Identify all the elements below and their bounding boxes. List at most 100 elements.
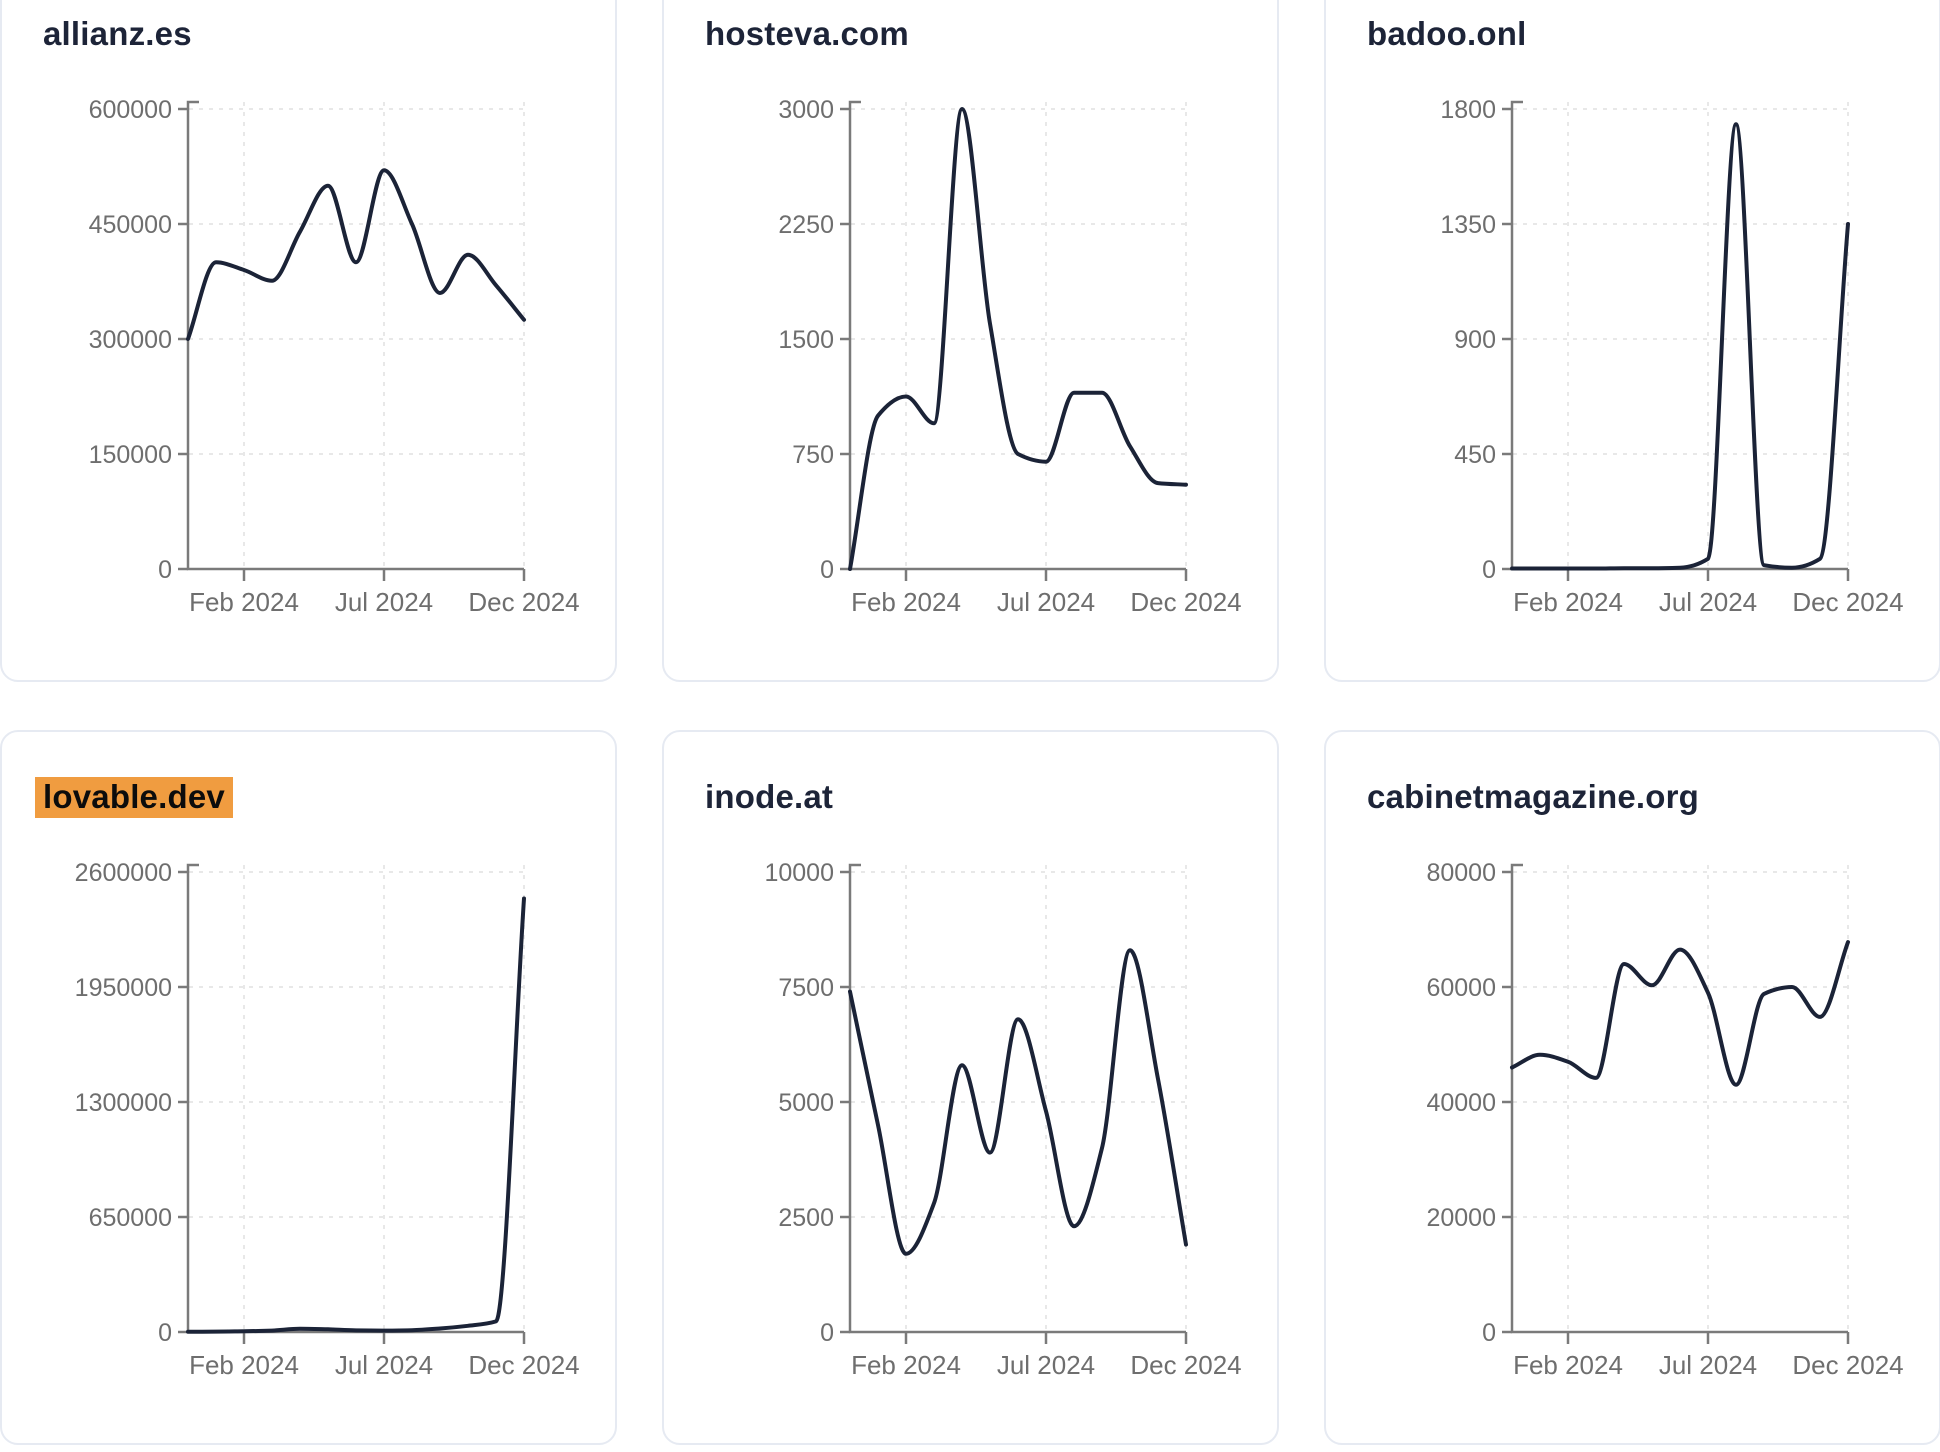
gridlines — [1513, 102, 1849, 569]
x-tick-label: Dec 2024 — [1130, 587, 1241, 617]
domain-title: allianz.es — [43, 13, 192, 55]
domain-title-text: badoo.onl — [1367, 15, 1527, 52]
axis-line — [186, 863, 524, 1334]
y-tick-label: 60000 — [1426, 974, 1496, 1002]
y-tick-label: 1350 — [1440, 211, 1496, 239]
y-tick-label: 0 — [820, 556, 834, 584]
x-tick-label: Feb 2024 — [851, 587, 961, 617]
domain-card: allianz.es 0 150000 300000 450000 600000 Feb … — [0, 0, 617, 682]
x-tick-label: Dec 2024 — [468, 1350, 579, 1380]
traffic-line — [1510, 940, 1850, 1087]
y-tick-label: 80000 — [1426, 859, 1496, 887]
x-tick-label: Feb 2024 — [189, 587, 299, 617]
domain-card: cabinetmagazine.org 0 20000 40000 60000 8000… — [1324, 730, 1940, 1445]
axis-line — [848, 100, 1186, 571]
x-tick-label: Dec 2024 — [1130, 1350, 1241, 1380]
y-tick-label: 750 — [792, 441, 834, 469]
domain-title-text: allianz.es — [43, 15, 192, 52]
traffic-line — [186, 896, 526, 1334]
gridlines — [1513, 865, 1849, 1332]
x-tick-label: Jul 2024 — [997, 587, 1095, 617]
x-tick-label: Dec 2024 — [468, 587, 579, 617]
y-tick-label: 40000 — [1426, 1089, 1496, 1117]
domain-title: lovable.dev — [35, 776, 233, 818]
y-tick-label: 650000 — [89, 1204, 172, 1232]
domain-title: cabinetmagazine.org — [1367, 776, 1699, 818]
axes — [840, 863, 1188, 1344]
x-tick-label: Dec 2024 — [1792, 587, 1903, 617]
axes — [178, 100, 526, 581]
traffic-line — [848, 948, 1188, 1256]
domain-card: lovable.dev 0 650000 1300000 1950000 2600000… — [0, 730, 617, 1445]
y-tick-label: 0 — [820, 1319, 834, 1347]
x-tick-label: Feb 2024 — [1513, 1350, 1623, 1380]
x-tick-label: Jul 2024 — [335, 1350, 433, 1380]
y-tick-label: 20000 — [1426, 1204, 1496, 1232]
axis-line — [848, 863, 1186, 1334]
x-tick-label: Dec 2024 — [1792, 1350, 1903, 1380]
domain-title-text: inode.at — [705, 778, 834, 815]
y-tick-label: 0 — [158, 556, 172, 584]
tick-labels: 0 2500 5000 7500 10000 Feb 2024 Jul 2024 Dec 20… — [764, 859, 1241, 1380]
domain-title: inode.at — [705, 776, 833, 818]
x-tick-label: Feb 2024 — [189, 1350, 299, 1380]
tick-labels: 0 20000 40000 60000 80000 Feb 2024 Jul 2024 Dec… — [1426, 859, 1903, 1380]
y-tick-label: 1800 — [1440, 96, 1496, 124]
x-tick-label: Feb 2024 — [1513, 587, 1623, 617]
x-tick-label: Feb 2024 — [851, 1350, 961, 1380]
tick-labels: 0 450 900 1350 1800 Feb 2024 Jul 2024 Dec 2024 — [1440, 96, 1903, 617]
traffic-line — [848, 107, 1188, 571]
x-tick-label: Jul 2024 — [335, 587, 433, 617]
traffic-chart: 0 750 1500 2250 3000 Feb 2024 Jul 2024 Dec 2024 — [778, 96, 1241, 617]
y-tick-label: 450 — [1454, 441, 1496, 469]
domain-title: badoo.onl — [1367, 13, 1526, 55]
domain-title-text: lovable.dev — [35, 777, 233, 818]
axes — [1502, 100, 1850, 581]
tick-labels: 0 750 1500 2250 3000 Feb 2024 Jul 2024 Dec 2024 — [778, 96, 1241, 617]
tick-labels: 0 150000 300000 450000 600000 Feb 2024 Jul 202… — [89, 96, 580, 617]
x-tick-label: Jul 2024 — [1659, 587, 1757, 617]
axes — [1502, 863, 1850, 1344]
y-tick-label: 1950000 — [75, 974, 172, 1002]
traffic-line — [186, 168, 526, 341]
gridlines — [851, 102, 1187, 569]
y-tick-label: 0 — [1482, 556, 1496, 584]
axes — [178, 863, 526, 1344]
axis-line — [1510, 100, 1848, 571]
y-tick-label: 5000 — [778, 1089, 834, 1117]
y-tick-label: 7500 — [778, 974, 834, 1002]
y-tick-label: 900 — [1454, 326, 1496, 354]
domain-title: hosteva.com — [705, 13, 909, 55]
traffic-chart: 0 150000 300000 450000 600000 Feb 2024 Jul 202… — [89, 96, 580, 617]
domain-title-text: hosteva.com — [705, 15, 909, 52]
traffic-line — [1510, 122, 1850, 571]
traffic-chart: 0 450 900 1350 1800 Feb 2024 Jul 2024 Dec 2024 — [1440, 96, 1903, 617]
tick-labels: 0 650000 1300000 1950000 2600000 Feb 2024 Jul … — [75, 859, 580, 1380]
gridlines — [189, 865, 525, 1332]
y-tick-label: 0 — [158, 1319, 172, 1347]
axes — [840, 100, 1188, 581]
domain-card: badoo.onl 0 450 900 1350 1800 Feb 2024 Jul 202… — [1324, 0, 1940, 682]
domain-card: inode.at 0 2500 5000 7500 10000 Feb 2024 Jul 2… — [662, 730, 1279, 1445]
y-tick-label: 10000 — [764, 859, 834, 887]
axis-line — [186, 100, 524, 571]
y-tick-label: 300000 — [89, 326, 172, 354]
x-tick-label: Jul 2024 — [997, 1350, 1095, 1380]
y-tick-label: 2600000 — [75, 859, 172, 887]
y-tick-label: 600000 — [89, 96, 172, 124]
traffic-chart: 0 650000 1300000 1950000 2600000 Feb 2024 Jul … — [75, 859, 580, 1380]
traffic-chart: 0 20000 40000 60000 80000 Feb 2024 Jul 2024 Dec… — [1426, 859, 1903, 1380]
y-tick-label: 1300000 — [75, 1089, 172, 1117]
y-tick-label: 450000 — [89, 211, 172, 239]
y-tick-label: 2500 — [778, 1204, 834, 1232]
x-tick-label: Jul 2024 — [1659, 1350, 1757, 1380]
gridlines — [851, 865, 1187, 1332]
y-tick-label: 2250 — [778, 211, 834, 239]
gridlines — [189, 102, 525, 569]
y-tick-label: 0 — [1482, 1319, 1496, 1347]
domain-card: hosteva.com 0 750 1500 2250 3000 Feb 2024 Jul … — [662, 0, 1279, 682]
y-tick-label: 1500 — [778, 326, 834, 354]
domain-title-text: cabinetmagazine.org — [1367, 778, 1700, 815]
axis-line — [1510, 863, 1848, 1334]
